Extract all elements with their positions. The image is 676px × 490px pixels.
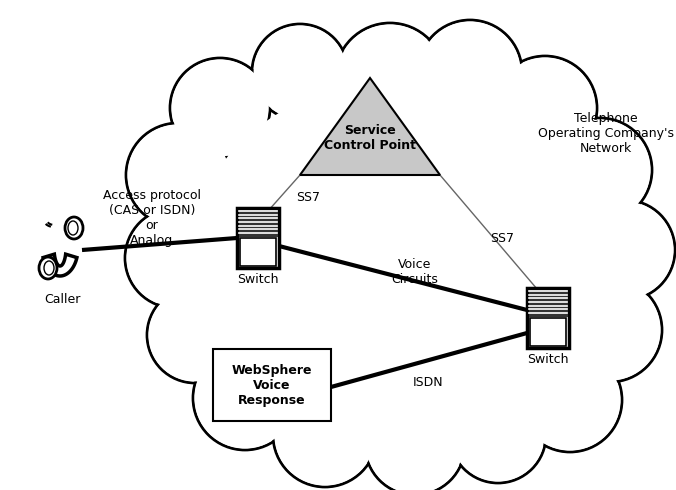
Text: Telephone
Operating Company's
Network: Telephone Operating Company's Network <box>538 112 674 155</box>
Circle shape <box>560 280 660 380</box>
Circle shape <box>128 124 228 225</box>
Circle shape <box>274 385 375 486</box>
Text: Switch: Switch <box>237 273 279 286</box>
Ellipse shape <box>190 80 610 436</box>
Ellipse shape <box>68 221 78 235</box>
Circle shape <box>548 118 652 222</box>
Circle shape <box>420 22 521 123</box>
Text: Voice
Circuits: Voice Circuits <box>391 258 439 286</box>
Circle shape <box>493 56 597 160</box>
Circle shape <box>518 348 622 452</box>
Circle shape <box>252 24 348 120</box>
Text: Switch: Switch <box>527 353 569 366</box>
Ellipse shape <box>39 257 57 279</box>
Ellipse shape <box>170 63 630 453</box>
Circle shape <box>337 24 443 131</box>
Circle shape <box>577 201 673 298</box>
Circle shape <box>149 289 241 381</box>
FancyBboxPatch shape <box>240 238 276 266</box>
Text: Service
Control Point: Service Control Point <box>324 124 416 152</box>
Circle shape <box>147 287 243 383</box>
FancyBboxPatch shape <box>237 208 279 268</box>
Circle shape <box>558 278 662 382</box>
Circle shape <box>195 347 295 448</box>
Ellipse shape <box>65 217 83 239</box>
Circle shape <box>172 60 268 156</box>
Circle shape <box>575 200 675 300</box>
Text: SS7: SS7 <box>490 231 514 245</box>
Text: ISDN: ISDN <box>412 375 443 389</box>
FancyBboxPatch shape <box>213 349 331 421</box>
Circle shape <box>170 58 270 158</box>
FancyBboxPatch shape <box>529 290 567 317</box>
Circle shape <box>495 58 596 158</box>
Circle shape <box>335 23 445 133</box>
Circle shape <box>366 396 464 490</box>
Circle shape <box>550 120 650 220</box>
Circle shape <box>125 208 225 308</box>
Text: Caller: Caller <box>44 293 80 306</box>
Circle shape <box>193 346 297 450</box>
Circle shape <box>520 349 621 450</box>
Circle shape <box>365 395 465 490</box>
FancyBboxPatch shape <box>239 210 278 237</box>
Circle shape <box>273 383 377 487</box>
Circle shape <box>450 387 546 483</box>
Ellipse shape <box>44 261 54 275</box>
FancyBboxPatch shape <box>527 288 569 348</box>
Text: Access protocol
(CAS or ISDN)
or
Analog: Access protocol (CAS or ISDN) or Analog <box>103 189 201 247</box>
Text: WebSphere
Voice
Response: WebSphere Voice Response <box>232 364 312 407</box>
Circle shape <box>452 389 544 481</box>
Circle shape <box>126 123 230 227</box>
Polygon shape <box>43 254 77 276</box>
Text: SS7: SS7 <box>296 191 320 203</box>
FancyBboxPatch shape <box>530 318 566 346</box>
Polygon shape <box>300 78 440 175</box>
Circle shape <box>254 25 346 119</box>
Circle shape <box>418 20 522 124</box>
Circle shape <box>126 210 223 306</box>
